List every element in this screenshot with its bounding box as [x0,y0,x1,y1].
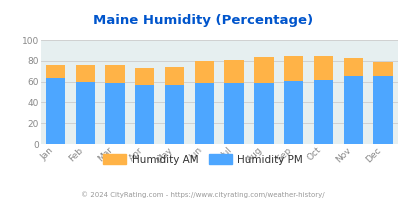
Bar [254,57,273,83]
Bar [194,83,213,144]
Bar [164,67,184,85]
Bar [105,83,124,144]
Bar [373,62,392,76]
Bar [164,85,184,144]
Text: Maine Humidity (Percentage): Maine Humidity (Percentage) [93,14,312,27]
Text: © 2024 CityRating.com - https://www.cityrating.com/weather-history/: © 2024 CityRating.com - https://www.city… [81,191,324,198]
Bar [105,65,124,83]
Bar [254,83,273,144]
Bar [135,85,154,144]
Bar [224,83,243,144]
Bar [194,61,213,83]
Bar [284,81,303,144]
Bar [46,65,65,78]
Bar [224,60,243,83]
Bar [284,56,303,81]
Bar [75,65,95,82]
Bar [373,76,392,144]
Bar [135,68,154,85]
Bar [343,76,362,144]
Bar [313,80,333,144]
Bar [75,82,95,144]
Bar [46,78,65,144]
Bar [343,58,362,76]
Bar [313,56,333,80]
Legend: Humidity AM, Humidity PM: Humidity AM, Humidity PM [99,150,306,169]
